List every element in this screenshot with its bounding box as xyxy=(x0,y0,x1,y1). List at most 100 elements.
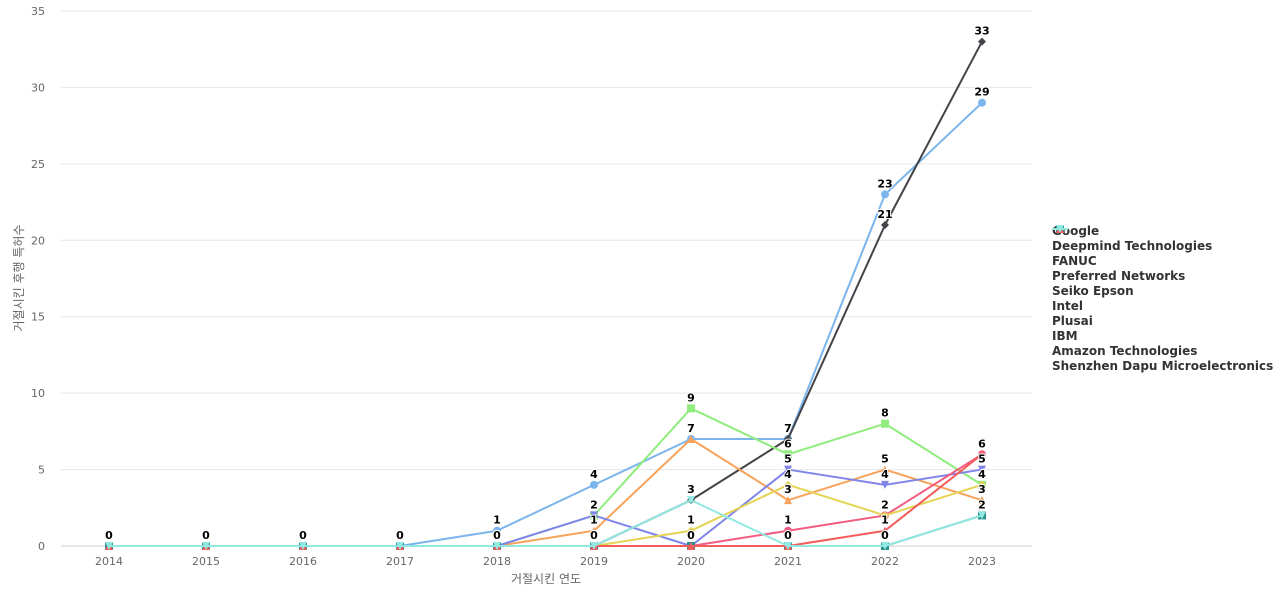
data-point xyxy=(590,542,598,550)
series-amazon-technologies xyxy=(105,450,986,550)
data-label: 0 xyxy=(105,529,113,542)
x-tick-label: 2020 xyxy=(677,555,705,568)
data-label: 0 xyxy=(105,529,113,542)
data-label: 6 xyxy=(978,437,986,450)
y-tick-label: 30 xyxy=(31,81,45,94)
data-label: 0 xyxy=(299,529,307,542)
series-line xyxy=(109,407,983,547)
data-label: 0 xyxy=(202,529,210,542)
data-label: 0 xyxy=(784,529,792,542)
data-label: 0 xyxy=(493,529,501,542)
data-point xyxy=(881,465,889,474)
legend-item[interactable]: Plusai xyxy=(1052,225,1273,328)
data-label: 0 xyxy=(396,529,404,542)
y-tick-label: 25 xyxy=(31,158,45,171)
legend-item[interactable]: Deepmind Technologies xyxy=(1052,225,1273,253)
legend-swatch-icon xyxy=(1052,225,1068,233)
x-tick-label: 2014 xyxy=(95,555,123,568)
data-point xyxy=(784,435,792,443)
data-point xyxy=(881,526,889,535)
data-label: 8 xyxy=(881,407,889,420)
data-label: 0 xyxy=(396,529,404,542)
data-label: 4 xyxy=(978,468,986,481)
legend-item[interactable]: Amazon Technologies xyxy=(1052,225,1273,358)
data-point xyxy=(590,511,598,520)
data-label: 0 xyxy=(202,529,210,542)
data-label: 0 xyxy=(299,529,307,542)
data-label: 0 xyxy=(396,529,404,542)
y-tick-label: 10 xyxy=(31,387,45,400)
data-label: 0 xyxy=(105,529,113,542)
x-tick-label: 2017 xyxy=(386,555,414,568)
y-tick-label: 5 xyxy=(38,464,45,477)
data-label: 0 xyxy=(105,529,113,542)
data-label: 0 xyxy=(687,529,695,542)
y-axis-title: 거절시킨 후행 특허수 xyxy=(11,225,26,332)
legend-item[interactable]: Intel xyxy=(1052,225,1273,313)
data-point xyxy=(784,465,792,474)
data-point xyxy=(590,526,598,535)
data-label: 0 xyxy=(493,529,501,542)
data-label: 4 xyxy=(590,468,598,481)
data-label: 7 xyxy=(784,422,792,435)
data-label: 29 xyxy=(974,86,989,99)
data-point xyxy=(493,542,501,550)
data-label: 0 xyxy=(396,529,404,542)
data-label: 1 xyxy=(493,514,501,527)
y-tick-label: 15 xyxy=(31,311,45,324)
data-point xyxy=(202,542,210,550)
y-tick-label: 0 xyxy=(38,540,45,553)
data-point xyxy=(978,496,986,505)
series-deepmind-technologies xyxy=(105,37,986,550)
x-axis-title: 거절시킨 연도 xyxy=(511,572,581,586)
series-preferred-networks xyxy=(105,435,986,550)
data-point xyxy=(784,542,792,550)
data-label: 6 xyxy=(978,437,986,450)
legend-item[interactable]: FANUC xyxy=(1052,225,1273,268)
x-tick-label: 2019 xyxy=(580,555,608,568)
series-line xyxy=(109,453,983,547)
legend-marker xyxy=(1056,225,1064,233)
data-point xyxy=(784,480,792,489)
data-label: 2 xyxy=(881,498,889,511)
legend-item[interactable]: Google xyxy=(1052,223,1273,238)
legend-label: Deepmind Technologies xyxy=(1052,238,1213,253)
data-label: 0 xyxy=(299,529,307,542)
legend-item[interactable]: Preferred Networks xyxy=(1052,225,1273,283)
data-label: 0 xyxy=(202,529,210,542)
data-label: 6 xyxy=(784,437,792,450)
legend: Google Deepmind Technologies FANUC Preferre… xyxy=(1052,223,1273,373)
data-label: 0 xyxy=(687,529,695,542)
data-label: 0 xyxy=(687,529,695,542)
data-label: 0 xyxy=(493,529,501,542)
legend-item[interactable]: Shenzhen Dapu Microelectronics xyxy=(1052,225,1274,373)
legend-label: Plusai xyxy=(1052,313,1093,328)
data-label: 0 xyxy=(299,529,307,542)
x-tick-label: 2016 xyxy=(289,555,317,568)
data-point xyxy=(978,450,986,459)
data-point xyxy=(978,465,986,474)
x-tick-label: 2018 xyxy=(483,555,511,568)
data-point xyxy=(687,542,695,550)
legend-label: Amazon Technologies xyxy=(1052,343,1198,358)
data-label: 2 xyxy=(590,498,598,511)
legend-item[interactable]: IBM xyxy=(1052,225,1273,343)
x-tick-label: 2022 xyxy=(871,555,899,568)
legend-item[interactable]: Seiko Epson xyxy=(1052,225,1273,298)
data-label: 0 xyxy=(493,529,501,542)
data-label: 2 xyxy=(978,498,986,511)
series-plusai xyxy=(105,480,986,550)
data-label: 4 xyxy=(784,468,792,481)
data-label: 7 xyxy=(687,422,695,435)
data-label: 33 xyxy=(974,25,989,38)
data-label: 0 xyxy=(202,529,210,542)
data-label: 0 xyxy=(299,529,307,542)
data-point xyxy=(881,221,889,229)
series-fanuc xyxy=(105,404,986,550)
legend-label: Shenzhen Dapu Microelectronics xyxy=(1052,358,1274,373)
data-point xyxy=(105,542,113,550)
data-label: 1 xyxy=(590,514,598,527)
data-label: 0 xyxy=(396,529,404,542)
